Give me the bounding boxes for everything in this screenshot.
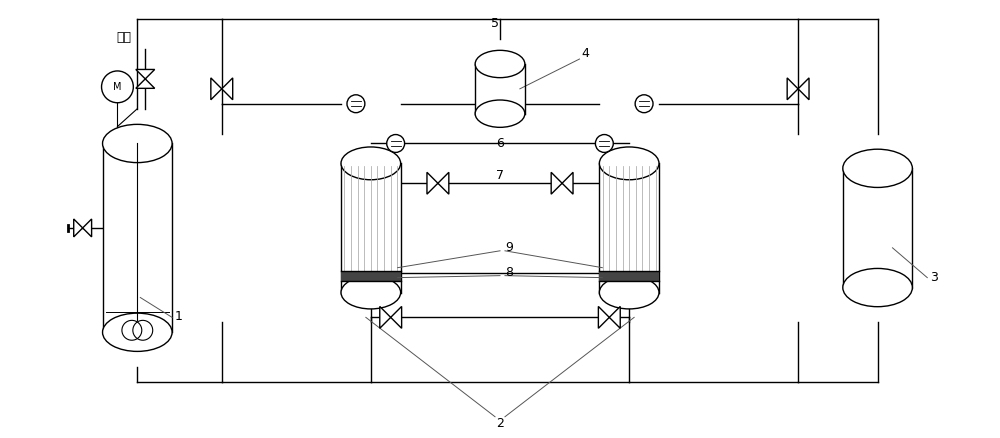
Bar (341, 271, 401, 281)
Circle shape (347, 95, 365, 113)
Ellipse shape (599, 276, 659, 309)
Polygon shape (427, 172, 438, 194)
Polygon shape (598, 307, 609, 328)
Polygon shape (609, 307, 620, 328)
Circle shape (387, 134, 405, 152)
Ellipse shape (475, 100, 525, 127)
Text: 2: 2 (496, 417, 504, 430)
Ellipse shape (341, 147, 401, 180)
Ellipse shape (475, 50, 525, 78)
Text: 8: 8 (505, 265, 513, 279)
Text: M: M (113, 82, 122, 92)
Polygon shape (551, 172, 562, 194)
Bar (103, 144, 172, 332)
Polygon shape (391, 307, 402, 328)
Text: 9: 9 (505, 241, 513, 254)
Polygon shape (136, 70, 155, 79)
Ellipse shape (103, 124, 172, 162)
Polygon shape (380, 307, 391, 328)
Polygon shape (562, 172, 573, 194)
Ellipse shape (103, 313, 172, 351)
Polygon shape (222, 78, 233, 100)
Polygon shape (438, 172, 449, 194)
Text: 3: 3 (930, 271, 938, 284)
Polygon shape (211, 78, 222, 100)
Ellipse shape (599, 147, 659, 180)
Circle shape (595, 134, 613, 152)
Circle shape (635, 95, 653, 113)
Polygon shape (74, 219, 83, 237)
Ellipse shape (843, 268, 912, 307)
Text: 1: 1 (175, 311, 183, 323)
Polygon shape (136, 79, 155, 88)
Ellipse shape (341, 276, 401, 309)
Polygon shape (83, 219, 92, 237)
Text: 氮气: 氮气 (116, 31, 131, 44)
Text: 6: 6 (496, 138, 504, 151)
Circle shape (102, 71, 133, 103)
Polygon shape (798, 78, 809, 100)
Bar (599, 271, 659, 281)
Ellipse shape (843, 149, 912, 187)
Bar (599, 163, 659, 293)
Text: 7: 7 (496, 169, 504, 182)
Polygon shape (787, 78, 798, 100)
Text: 4: 4 (581, 47, 589, 60)
Text: 5: 5 (491, 17, 499, 30)
Bar (341, 163, 401, 293)
Bar (843, 168, 912, 288)
Bar (475, 64, 525, 114)
